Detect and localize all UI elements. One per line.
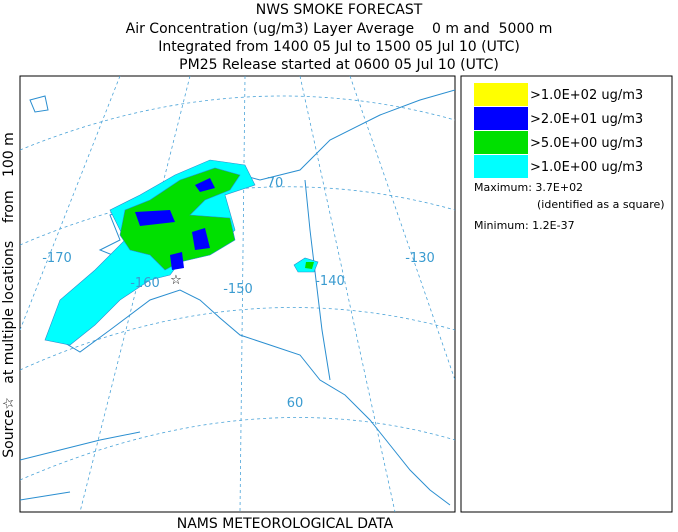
legend-swatch	[474, 131, 528, 154]
coastline	[29, 95, 49, 113]
graticule	[20, 95, 455, 151]
map-label: -150	[223, 282, 253, 297]
smoke-plume: ☆	[44, 159, 319, 346]
map-label: -130	[405, 251, 435, 266]
legend-label: >1.0E+00 ug/m3	[530, 160, 643, 175]
graticule	[239, 76, 246, 512]
map: ☆ -170 -160 -150 -140 -130 70 60	[19, 75, 456, 513]
footer: NAMS METEOROLOGICAL DATA	[177, 516, 394, 532]
graticule	[20, 307, 455, 371]
legend: Maximum: 3.7E+02 (identified as a square…	[460, 75, 673, 513]
map-label: -160	[130, 276, 160, 291]
legend-label: >2.0E+01 ug/m3	[530, 112, 643, 127]
minimum: Minimum: 1.2E-37	[474, 219, 575, 232]
graticule	[79, 76, 191, 512]
coastline	[20, 431, 141, 461]
legend-swatch	[474, 83, 528, 106]
side-label: Source☆ at multiple locations from 100 m	[1, 132, 17, 458]
maximum-note: (identified as a square)	[537, 198, 665, 211]
graticule	[299, 76, 396, 512]
legend-swatch	[474, 107, 528, 130]
map-label: 60	[287, 396, 304, 411]
graticule	[20, 186, 455, 246]
subtitle: Air Concentration (ug/m3) Layer Average …	[126, 21, 553, 37]
legend-swatch	[474, 155, 528, 178]
map-label: 70	[267, 176, 284, 191]
graticule	[20, 417, 455, 481]
subtitle: PM25 Release started at 0600 05 Jul 10 (…	[179, 57, 499, 73]
source-marker: ☆	[170, 273, 182, 288]
maximum: Maximum: 3.7E+02	[474, 181, 583, 194]
subtitle: Integrated from 1400 05 Jul to 1500 05 J…	[158, 39, 520, 55]
map-label: -140	[315, 274, 345, 289]
coastline	[20, 491, 71, 501]
title: NWS SMOKE FORECAST	[256, 2, 423, 18]
border	[304, 179, 331, 381]
map-label: -170	[42, 251, 72, 266]
legend-label: >5.0E+00 ug/m3	[530, 136, 643, 151]
legend-label: >1.0E+02 ug/m3	[530, 88, 643, 103]
